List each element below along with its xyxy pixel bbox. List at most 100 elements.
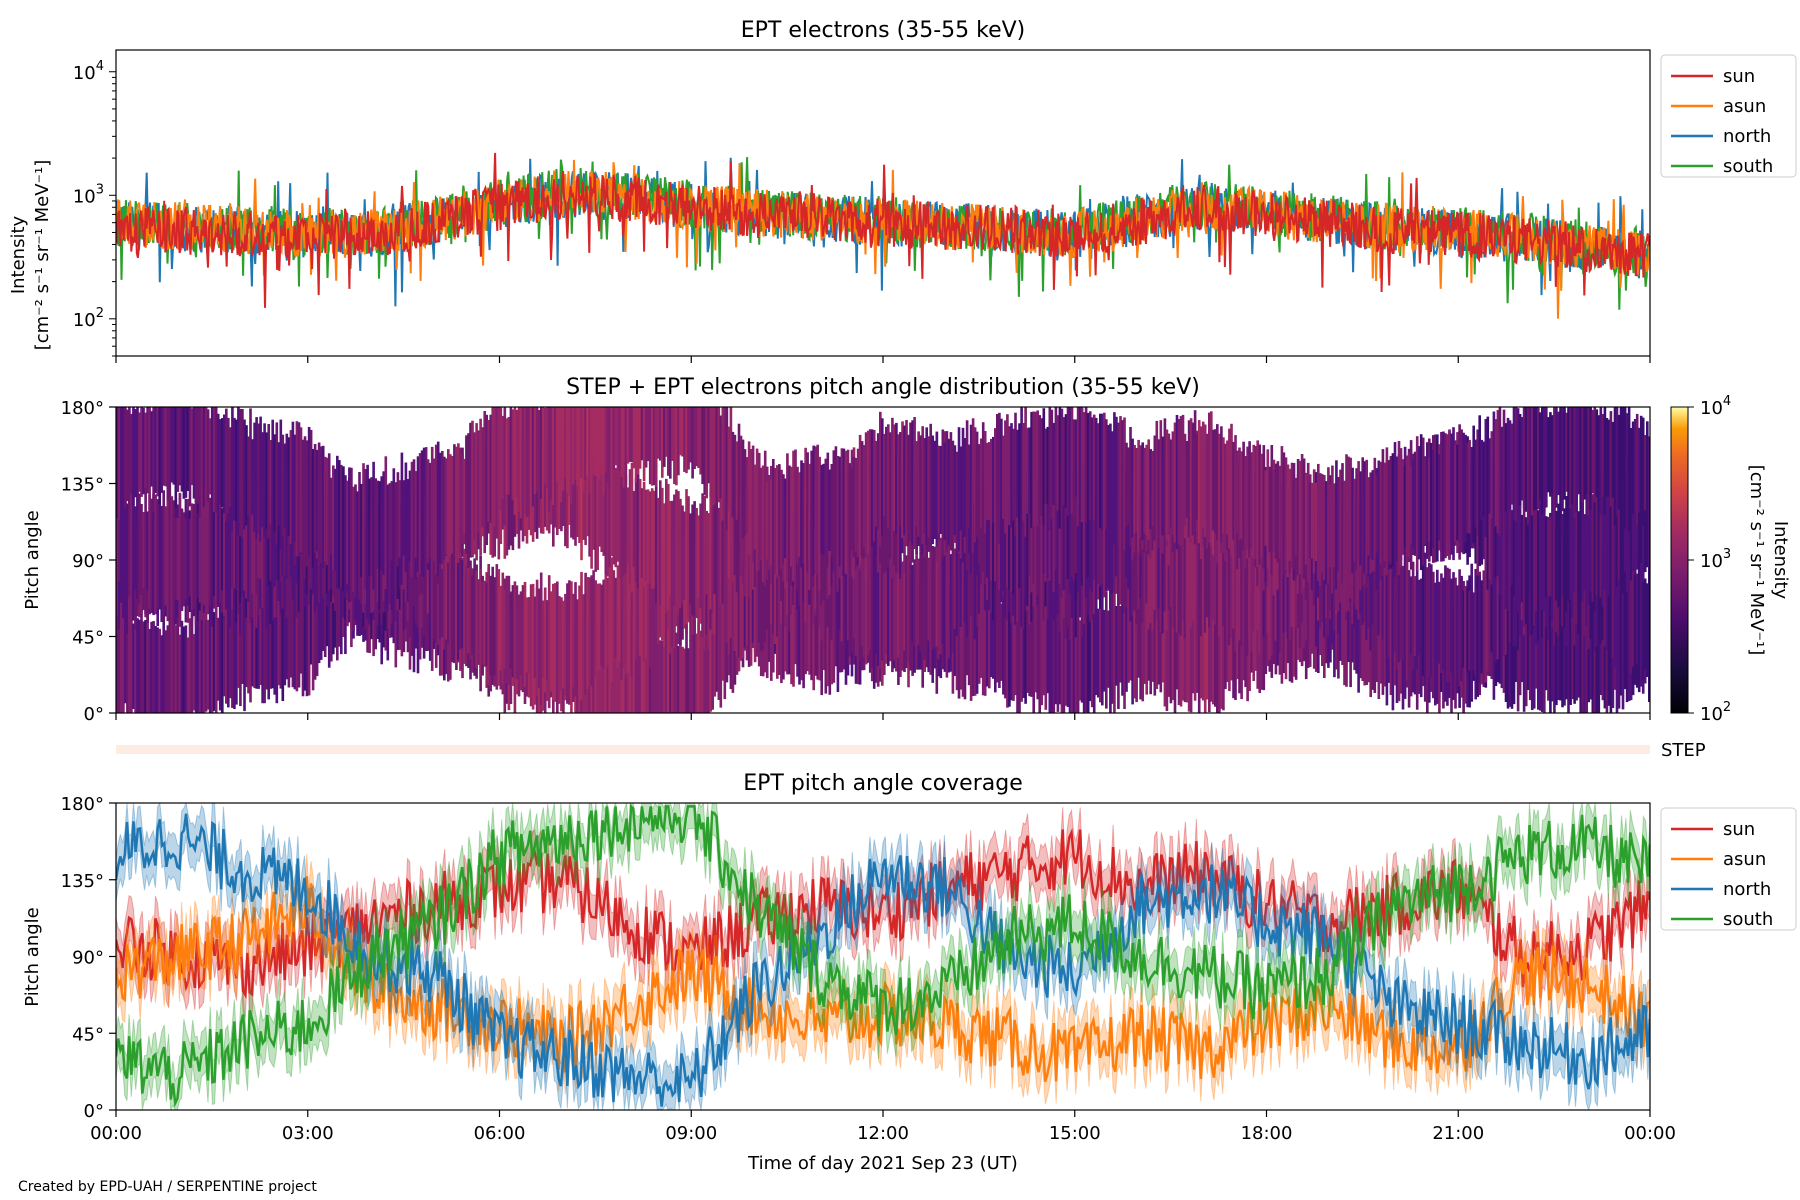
heatmap-cell [1292, 463, 1296, 570]
heatmap-cell [699, 503, 702, 608]
heatmap-cell [870, 429, 874, 547]
heatmap-cell [990, 438, 993, 523]
heatmap-cell [263, 576, 266, 704]
heatmap-cell [729, 557, 733, 638]
heatmap-cell [1306, 462, 1310, 577]
heatmap-cell [663, 407, 666, 467]
heatmap-cell [1359, 471, 1362, 566]
heatmap-cell [1248, 441, 1251, 558]
heatmap-cell [1591, 494, 1595, 602]
heatmap-cell [1149, 584, 1153, 695]
heatmap-cell [1232, 441, 1235, 540]
heatmap-cell [1163, 579, 1167, 707]
heatmap-cell [1460, 575, 1463, 682]
heatmap-cell [774, 468, 777, 575]
heatmap-cell [1230, 604, 1233, 681]
heatmap-cell [794, 449, 797, 582]
heatmap-cell [265, 589, 269, 690]
heatmap-cell [616, 407, 620, 478]
heatmap-cell [332, 465, 335, 571]
heatmap-cell [378, 481, 382, 568]
heatmap-cell [947, 439, 951, 545]
heatmap-cell [1339, 469, 1342, 578]
heatmap-cell [1545, 611, 1548, 691]
heatmap-cell [556, 407, 559, 482]
heatmap-cell [1030, 603, 1033, 697]
heatmap-cell [1379, 461, 1383, 564]
heatmap-cell [1266, 449, 1270, 569]
heatmap-cell [539, 407, 543, 499]
heatmap-cell [695, 407, 698, 467]
heatmap-cell [996, 599, 999, 683]
heatmap-cell [327, 545, 331, 668]
heatmap-cell [1470, 447, 1474, 525]
heatmap-cell [988, 442, 991, 521]
heatmap-cell [1068, 407, 1072, 524]
heatmap-cell [979, 438, 983, 528]
heatmap-cell [975, 577, 979, 694]
heatmap-cell [1048, 594, 1052, 713]
heatmap-cell [1367, 536, 1371, 629]
heatmap-cell [1050, 409, 1054, 520]
heatmap-cell [1573, 514, 1576, 593]
heatmap-cell [360, 483, 363, 578]
heatmap-cell [800, 565, 803, 681]
heatmap-cell [1046, 489, 1050, 579]
heatmap-cell [578, 407, 581, 505]
heatmap-cell [915, 441, 918, 527]
panel2-x-ticks [115, 713, 1651, 720]
heatmap-cell [1002, 590, 1005, 695]
heatmap-cell [1151, 597, 1155, 682]
heatmap-cell [858, 434, 862, 567]
heatmap-cell [1123, 576, 1126, 709]
heatmap-cell [1415, 564, 1419, 669]
heatmap-cell [1139, 522, 1142, 598]
heatmap-cell [592, 407, 595, 475]
heatmap-cell [1139, 573, 1142, 700]
heatmap-cell [848, 529, 852, 657]
heatmap-cell [870, 541, 874, 668]
heatmap-cell [188, 618, 192, 713]
heatmap-cell [1547, 517, 1550, 597]
heatmap-cell [237, 407, 240, 537]
heatmap-cell [438, 452, 442, 564]
heatmap-cell [1539, 490, 1542, 626]
heatmap-cell [1179, 506, 1183, 636]
heatmap-cell [1185, 595, 1189, 703]
heatmap-cell [1004, 420, 1007, 534]
heatmap-cell [663, 503, 666, 587]
heatmap-cell [174, 625, 178, 713]
heatmap-cell [606, 577, 610, 667]
heatmap-cell [646, 534, 650, 667]
heatmap-cell [782, 474, 785, 564]
x-tick-label: 06:00 [474, 1123, 526, 1144]
heatmap-cell [1000, 603, 1003, 681]
heatmap-cell [1046, 615, 1050, 694]
heatmap-cell [576, 446, 579, 537]
heatmap-cell [1551, 490, 1554, 622]
heatmap-cell [1567, 407, 1570, 507]
heatmap-cell [1504, 423, 1508, 512]
heatmap-cell [1097, 423, 1100, 517]
heatmap-cell [535, 407, 539, 493]
heatmap-cell [1319, 473, 1322, 573]
heatmap-cell [323, 564, 327, 657]
heatmap-cell [1244, 535, 1247, 641]
heatmap-cell [1294, 545, 1298, 628]
heatmap-cell [1068, 462, 1072, 594]
heatmap-cell [562, 600, 565, 689]
heatmap-cell [1109, 423, 1112, 529]
heatmap-cell [303, 436, 307, 546]
heatmap-cell [1383, 534, 1387, 665]
heatmap-cell [233, 592, 236, 709]
heatmap-cell [1214, 591, 1217, 707]
heatmap-cell [475, 570, 478, 668]
heatmap-cell [545, 407, 549, 489]
heatmap-cell [241, 490, 244, 597]
heatmap-cell [1290, 548, 1294, 627]
heatmap-cell [239, 588, 242, 707]
heatmap-cell [624, 474, 628, 574]
heatmap-cell [1621, 407, 1625, 527]
heatmap-cell [1613, 540, 1617, 668]
